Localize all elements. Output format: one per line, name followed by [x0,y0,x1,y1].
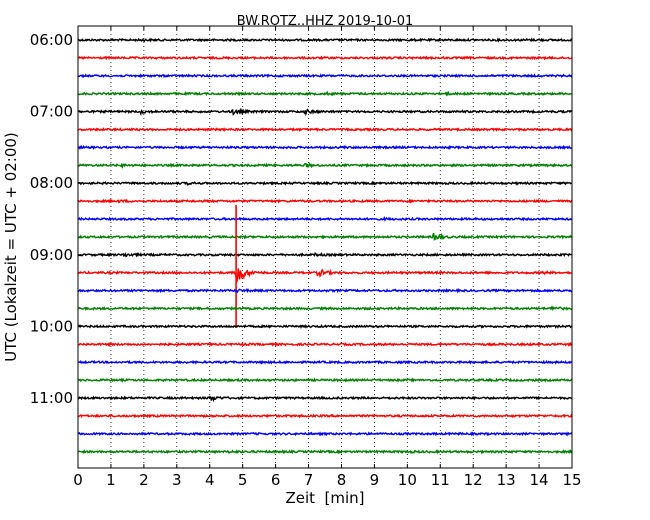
trace-line [77,431,573,437]
x-tick-label: 6 [271,471,281,489]
chart-title: BW.ROTZ..HHZ 2019-10-01 [237,14,413,29]
trace-line [77,180,573,187]
x-tick-label: 0 [73,471,83,489]
x-tick-label: 15 [562,471,581,489]
trace-line [77,449,573,455]
x-tick-label: 7 [304,471,314,489]
x-tick-label: 4 [205,471,215,489]
grid-lines [110,26,540,468]
x-axis: 0 1 2 3 4 5 6 7 8 9 10 11 12 13 14 15 [73,26,582,489]
trace-line [77,359,573,365]
trace-line [77,251,573,258]
x-tick-label: 8 [337,471,347,489]
plot-frame [77,25,573,469]
trace-line [77,37,573,43]
trace-line [77,413,573,419]
trace-line [77,198,573,204]
trace-line [77,232,573,241]
y-axis: 06:00 07:00 08:00 09:00 10:00 11:00 [30,31,82,407]
trace-line [77,162,573,169]
y-tick-label: 08:00 [30,174,73,192]
trace-line [77,323,573,329]
x-tick-label: 10 [398,471,417,489]
trace-line [77,73,573,79]
y-tick-label: 10:00 [30,317,73,335]
y-tick-label: 06:00 [30,31,73,49]
y-tick-label: 11:00 [30,389,73,407]
y-axis-label: UTC (Lokalzeit = UTC + 02:00) [2,132,20,362]
x-tick-label: 9 [370,471,380,489]
x-axis-label: Zeit [min] [285,489,364,507]
trace-line [77,90,573,97]
trace-line [77,287,573,294]
trace-line [77,144,573,151]
y-tick-label: 07:00 [30,103,73,121]
trace-line [77,55,573,61]
x-tick-label: 3 [172,471,182,489]
trace-line [77,215,573,222]
trace-line [77,395,573,403]
x-tick-label: 13 [497,471,516,489]
trace-line [77,268,573,283]
x-tick-label: 14 [530,471,549,489]
y-tick-label: 09:00 [30,246,73,264]
x-tick-label: 1 [106,471,116,489]
x-tick-label: 11 [431,471,450,489]
trace-line [77,341,573,348]
x-tick-label: 2 [139,471,149,489]
traces [77,37,573,455]
x-tick-label: 12 [464,471,483,489]
trace-line [77,377,573,383]
trace-line [77,107,573,117]
trace-line [77,127,573,133]
trace-line [77,305,573,312]
x-tick-label: 5 [238,471,248,489]
